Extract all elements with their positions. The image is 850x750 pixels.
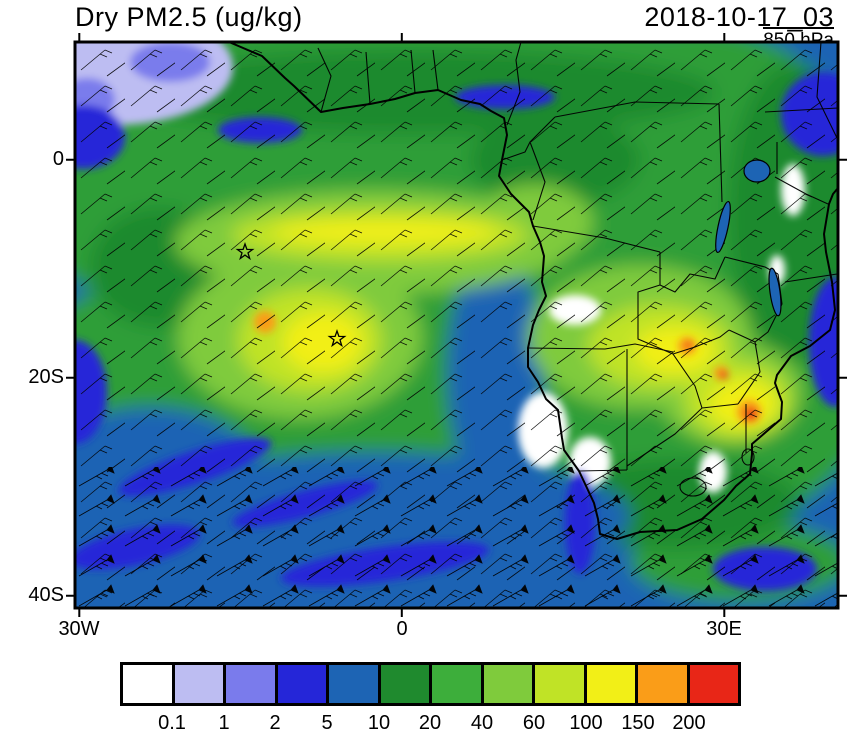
lat-label-20s: 20S <box>28 366 64 388</box>
legend-color-cell <box>638 665 690 703</box>
legend-tick-label: 20 <box>418 712 442 734</box>
legend-color-cell <box>689 665 738 703</box>
lat-label-40s: 40S <box>28 584 64 606</box>
legend-tick-label: 2 <box>269 712 281 734</box>
lakes <box>715 159 782 317</box>
legend-color-cell <box>432 665 484 703</box>
star-markers <box>235 242 347 348</box>
map-frame <box>66 33 847 617</box>
legend-tick-label: 1 <box>218 712 230 734</box>
legend-tick-label: 100 <box>569 712 603 734</box>
legend-color-cell <box>329 665 381 703</box>
legend-color-cell <box>123 665 175 703</box>
legend-color-cell <box>483 665 535 703</box>
country-borders <box>317 42 838 497</box>
coastline <box>228 42 838 540</box>
legend-tick-label: 200 <box>672 712 706 734</box>
legend-tick-label: 0.1 <box>158 712 186 734</box>
map-canvas <box>66 33 847 617</box>
legend-color-cell <box>174 665 226 703</box>
lat-label-0: 0 <box>52 148 64 170</box>
legend-color-cell <box>535 665 587 703</box>
plot-title: Dry PM2.5 (ug/kg) <box>75 2 303 32</box>
legend-tick-label: 10 <box>367 712 391 734</box>
legend-color-cell <box>226 665 278 703</box>
legend-tick-label: 60 <box>522 712 546 734</box>
legend-tick-label: 150 <box>621 712 655 734</box>
legend-color-cell <box>586 665 638 703</box>
legend-tick-label: 5 <box>321 712 333 734</box>
lon-label-30e: 30E <box>706 618 742 640</box>
lon-label-30w: 30W <box>58 618 100 640</box>
colorbar-legend <box>120 662 741 706</box>
legend-color-cell <box>277 665 329 703</box>
wind-barbs <box>75 42 838 608</box>
legend-color-cell <box>380 665 432 703</box>
lon-label-0: 0 <box>396 618 408 640</box>
legend-tick-label: 40 <box>470 712 494 734</box>
